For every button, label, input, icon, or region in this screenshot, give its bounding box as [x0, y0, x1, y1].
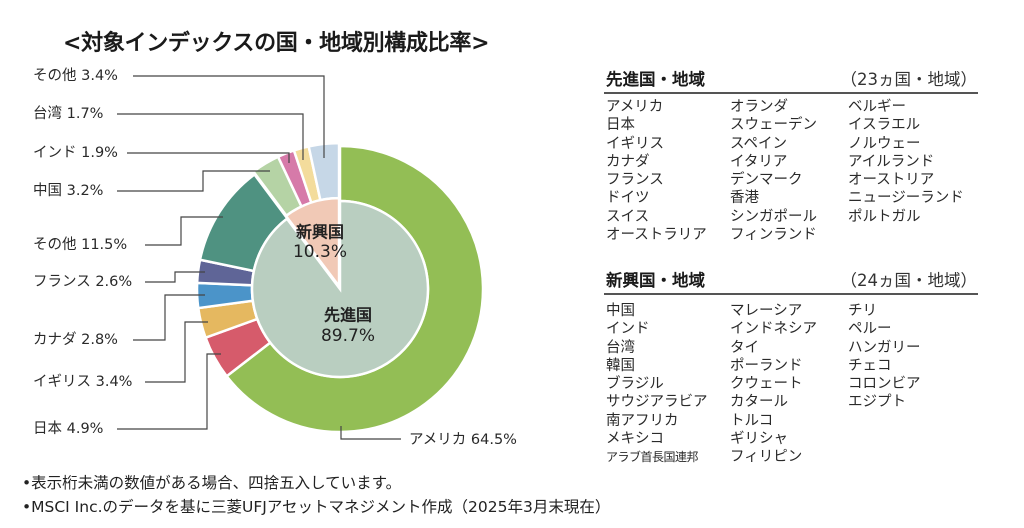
emerging-country-item: 中国 — [606, 303, 635, 319]
developed-country-item: 香港 — [730, 190, 759, 207]
developed-country-item: デンマーク — [730, 172, 803, 189]
leader-line — [340, 426, 401, 440]
emerging-column: チリペルー ハンガリー チェココロンビア エジプト — [848, 302, 921, 412]
emerging-country-item: ペルー — [848, 321, 892, 338]
inner-value-developed: 89.7% — [321, 326, 375, 346]
developed-country-item: オーストリア — [848, 172, 935, 189]
developed-country-item: イギリス — [606, 135, 664, 152]
developed-country-item: ポルトガル — [848, 208, 921, 225]
inner-label-developed: 先進国 — [324, 306, 372, 325]
inner-label-emerging: 新興国 — [296, 223, 344, 242]
label-uk: イギリス 3.4% — [33, 373, 132, 390]
chart-title: <対象インデックスの国・地域別構成比率> — [63, 31, 490, 56]
developed-country-item: アイルランド — [848, 153, 935, 170]
developed-divider — [604, 92, 978, 94]
developed-country-item: ニュージーランド — [848, 190, 964, 207]
developed-country-item: オーストラリア — [606, 227, 707, 244]
developed-country-item: シンガポール — [730, 208, 817, 225]
developed-country-item: フィンランド — [730, 227, 817, 244]
developed-country-item: スペイン — [730, 135, 787, 152]
emerging-country-item: ポーランド — [730, 357, 803, 374]
footnote-source: •MSCI Inc.のデータを基に三菱UFJアセットマネジメント作成（2025年… — [22, 498, 611, 516]
developed-country-item: カナダ — [606, 153, 650, 170]
developed-country-item: スイス — [606, 208, 650, 225]
leader-line — [117, 353, 221, 430]
emerging-country-item: フィリピン — [730, 449, 803, 466]
leader-line — [117, 170, 270, 192]
inner-pie — [250, 196, 430, 379]
leader-line — [133, 294, 205, 341]
emerging-country-item: チリ — [848, 303, 877, 319]
emerging-country-item: ギリシャ — [730, 431, 788, 448]
footnote-rounding: •表示桁未満の数値がある場合、四捨五入しています。 — [22, 474, 402, 492]
developed-column: ベルギーイスラエル ノルウェー アイルランド オーストリア ニュージーランド ポルトガル — [848, 98, 964, 226]
emerging-country-item: インド — [606, 321, 650, 338]
inner-segment-emerging — [284, 196, 341, 290]
developed-country-item: 日本 — [606, 117, 635, 134]
developed-heading: 先進国・地域 — [606, 70, 705, 89]
developed-country-item: イスラエル — [848, 117, 921, 134]
emerging-country-item: トルコ — [730, 412, 774, 429]
developed-column: オランダスウェーデン スペイン イタリアデンマーク 香港 シンガポール フィンランド — [730, 98, 817, 244]
emerging-country-item: メキシコ — [606, 431, 664, 448]
leader-line — [145, 321, 208, 383]
leader-line — [117, 113, 304, 160]
developed-country-item: スウェーデン — [730, 117, 817, 134]
emerging-country-item: サウジアラビア — [606, 394, 708, 411]
developed-country-item: ベルギー — [848, 99, 906, 115]
emerging-country-item: マレーシア — [730, 303, 803, 319]
leader-line — [127, 152, 290, 163]
emerging-heading: 新興国・地域 — [606, 271, 705, 290]
developed-count: （23ヵ国・地域） — [840, 70, 978, 89]
emerging-country-item: タイ — [730, 339, 759, 356]
emerging-country-item: インドネシア — [730, 321, 817, 338]
emerging-country-item: アラブ首長国連邦 — [606, 450, 699, 465]
leader-line — [145, 271, 205, 283]
developed-country-item: フランス — [606, 172, 664, 189]
emerging-country-item: クウェート — [730, 376, 803, 393]
emerging-country-item: カタール — [730, 394, 788, 411]
developed-country-item: ノルウェー — [848, 135, 921, 152]
emerging-divider — [604, 293, 978, 295]
emerging-country-item: 台湾 — [606, 339, 635, 356]
leader-line — [145, 216, 223, 246]
emerging-country-item: チェコ — [848, 357, 892, 374]
label-others-emerging: その他 3.4% — [33, 67, 118, 84]
developed-country-item: アメリカ — [606, 99, 664, 115]
label-others-developed: その他 11.5% — [33, 236, 127, 253]
label-usa: アメリカ 64.5% — [409, 432, 517, 448]
emerging-column: マレーシアインドネシア タイ ポーランドクウェート カタール トルコギリシャ フィリピン — [730, 302, 817, 467]
developed-country-item: ドイツ — [606, 190, 650, 207]
emerging-country-item: 南アフリカ — [606, 412, 679, 429]
label-france: フランス 2.6% — [33, 274, 132, 290]
emerging-column: 中国インド 台湾 韓国ブラジル サウジアラビア 南アフリカメキシコアラブ首長国連邦 — [606, 302, 708, 467]
emerging-count: （24ヵ国・地域） — [840, 271, 978, 290]
emerging-country-item: コロンビア — [848, 376, 921, 393]
leader-line — [133, 75, 325, 158]
emerging-country-item: ブラジル — [606, 376, 664, 393]
label-china: 中国 3.2% — [33, 182, 103, 199]
developed-country-item: オランダ — [730, 99, 788, 115]
developed-column: アメリカ日本 イギリス カナダフランス ドイツ スイスオーストラリア — [606, 98, 707, 244]
outer-ring — [195, 141, 485, 434]
emerging-country-item: 韓国 — [606, 357, 635, 374]
label-india: インド 1.9% — [33, 145, 118, 161]
emerging-country-item: エジプト — [848, 394, 906, 411]
label-japan: 日本 4.9% — [33, 420, 103, 437]
emerging-country-item: ハンガリー — [848, 339, 921, 356]
label-taiwan: 台湾 1.7% — [33, 105, 103, 122]
inner-value-emerging: 10.3% — [293, 242, 347, 262]
developed-country-item: イタリア — [730, 153, 788, 170]
label-canada: カナダ 2.8% — [33, 331, 118, 348]
